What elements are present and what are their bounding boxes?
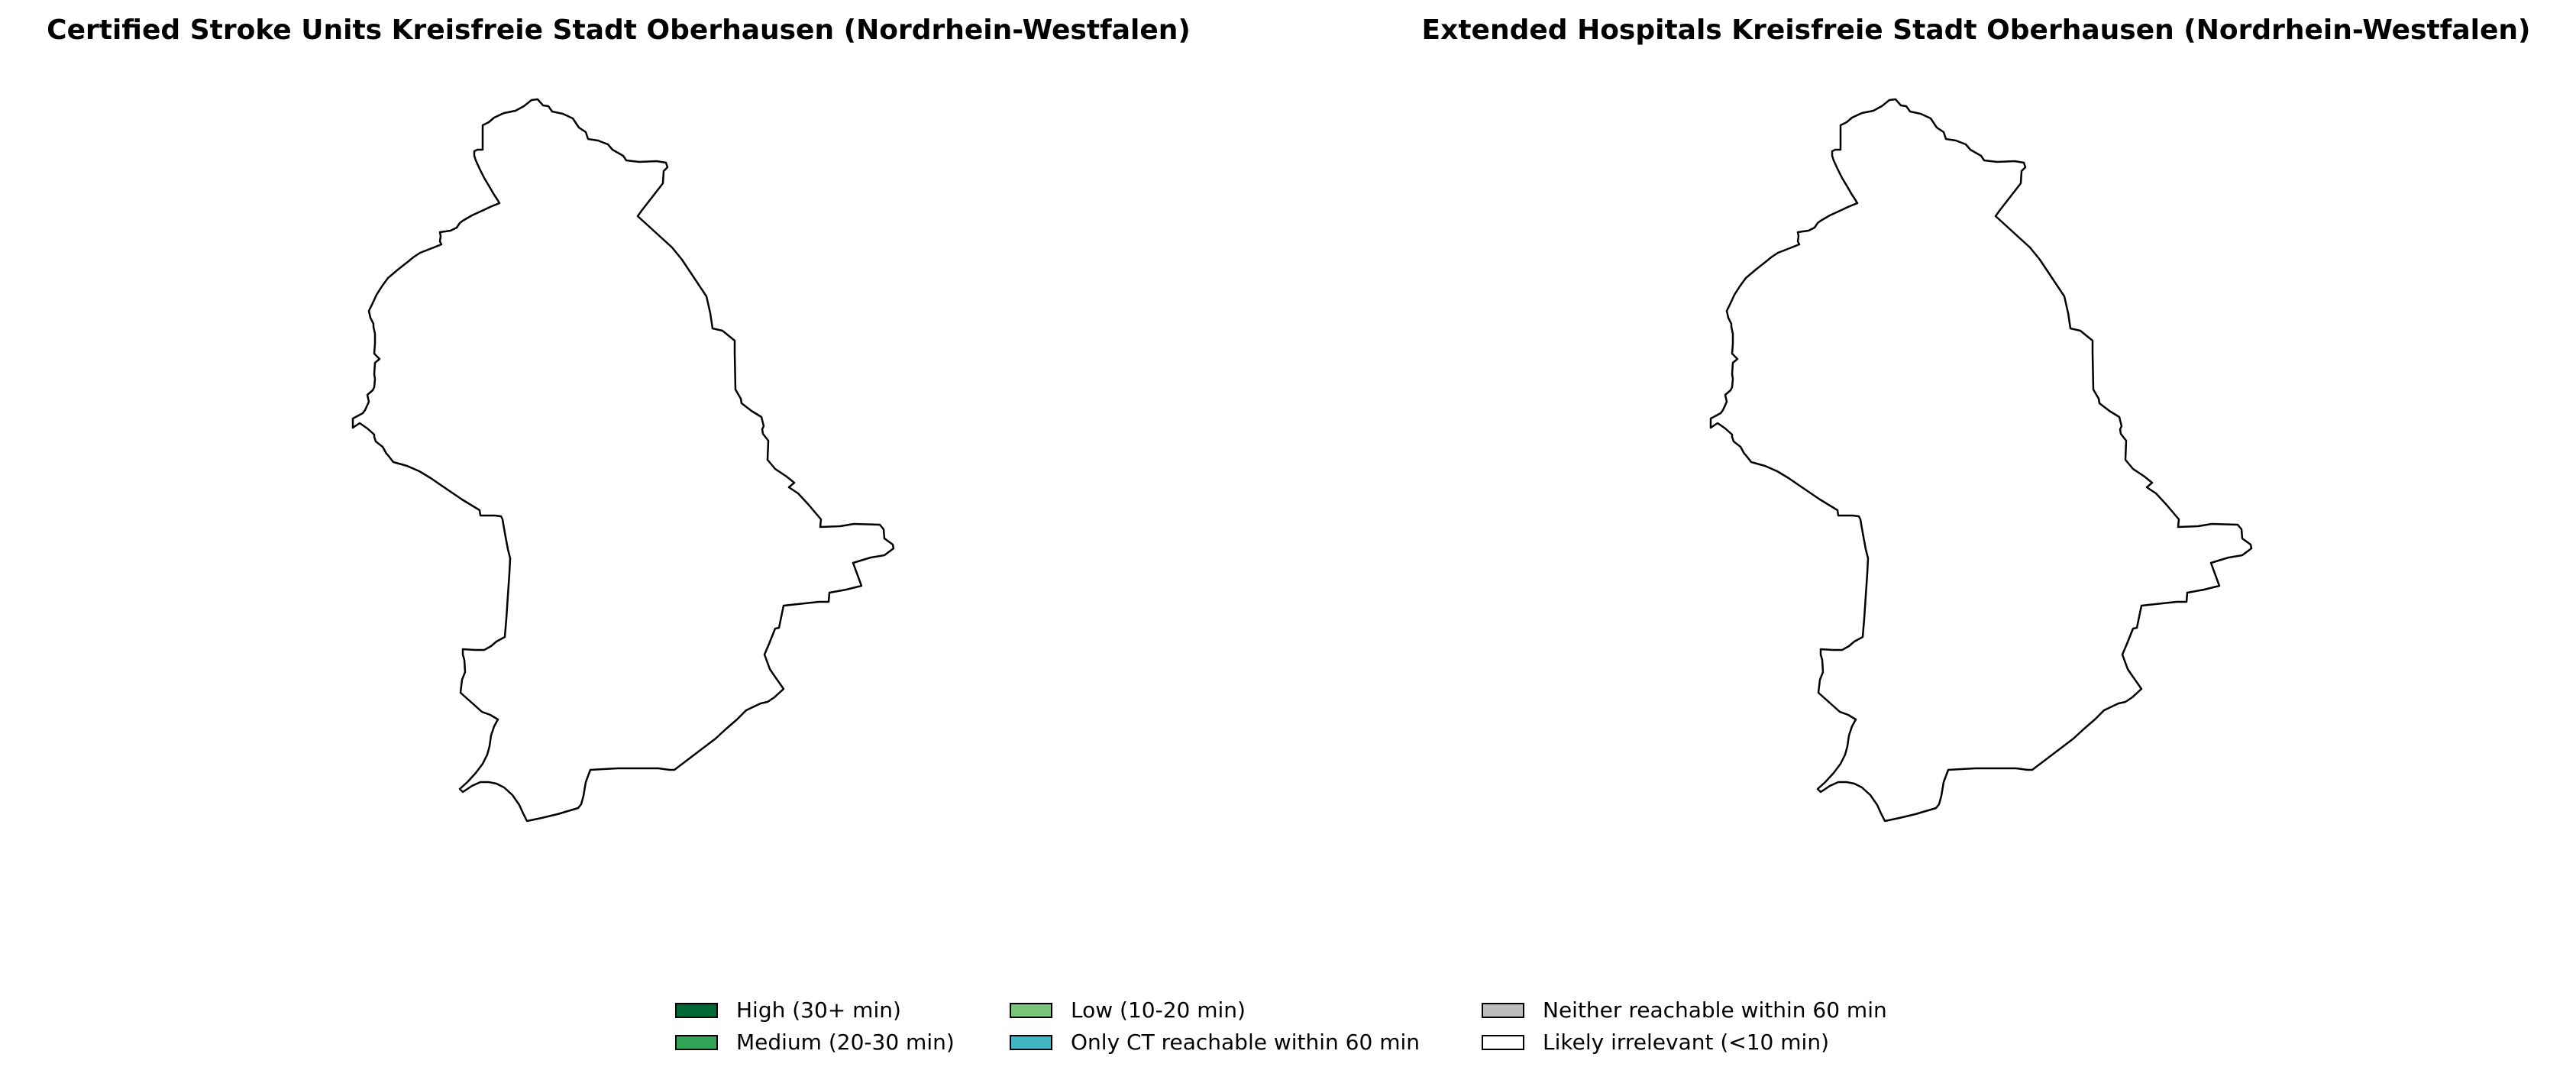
- legend-swatch-likely-irrelevant: [1482, 1035, 1524, 1050]
- legend-swatch-medium: [675, 1035, 718, 1050]
- legend-swatch-neither: [1482, 1003, 1524, 1018]
- legend-swatch-high: [675, 1003, 718, 1018]
- map-extended-hospitals: [1709, 98, 2253, 823]
- legend-label-high: High (30+ min): [736, 997, 901, 1023]
- map-title-extended-hospitals: Extended Hospitals Kreisfreie Stadt Ober…: [1421, 15, 2531, 46]
- legend-swatch-only-ct: [1010, 1035, 1052, 1050]
- legend-item-neither: Neither reachable within 60 min: [1482, 997, 1887, 1023]
- legend-label-low: Low (10-20 min): [1071, 997, 1246, 1023]
- legend-label-neither: Neither reachable within 60 min: [1543, 997, 1887, 1023]
- legend-label-only-ct: Only CT reachable within 60 min: [1071, 1030, 1421, 1055]
- legend-item-medium: Medium (20-30 min): [675, 1030, 955, 1056]
- legend-label-medium: Medium (20-30 min): [736, 1030, 955, 1055]
- legend-swatch-low: [1010, 1003, 1052, 1018]
- region-oberhausen-outline: [351, 98, 895, 823]
- map-title-certified-stroke-units: Certified Stroke Units Kreisfreie Stadt …: [47, 15, 1191, 46]
- map-certified-stroke-units: [351, 98, 895, 823]
- legend-item-high: High (30+ min): [675, 997, 901, 1023]
- region-oberhausen-outline: [1709, 98, 2253, 823]
- legend-item-only-ct: Only CT reachable within 60 min: [1010, 1030, 1420, 1056]
- legend-label-likely-irrelevant: Likely irrelevant (<10 min): [1543, 1030, 1829, 1055]
- legend-item-likely-irrelevant: Likely irrelevant (<10 min): [1482, 1030, 1829, 1056]
- legend: High (30+ min) Medium (20-30 min) Low (1…: [675, 997, 1973, 1074]
- legend-item-low: Low (10-20 min): [1010, 997, 1246, 1023]
